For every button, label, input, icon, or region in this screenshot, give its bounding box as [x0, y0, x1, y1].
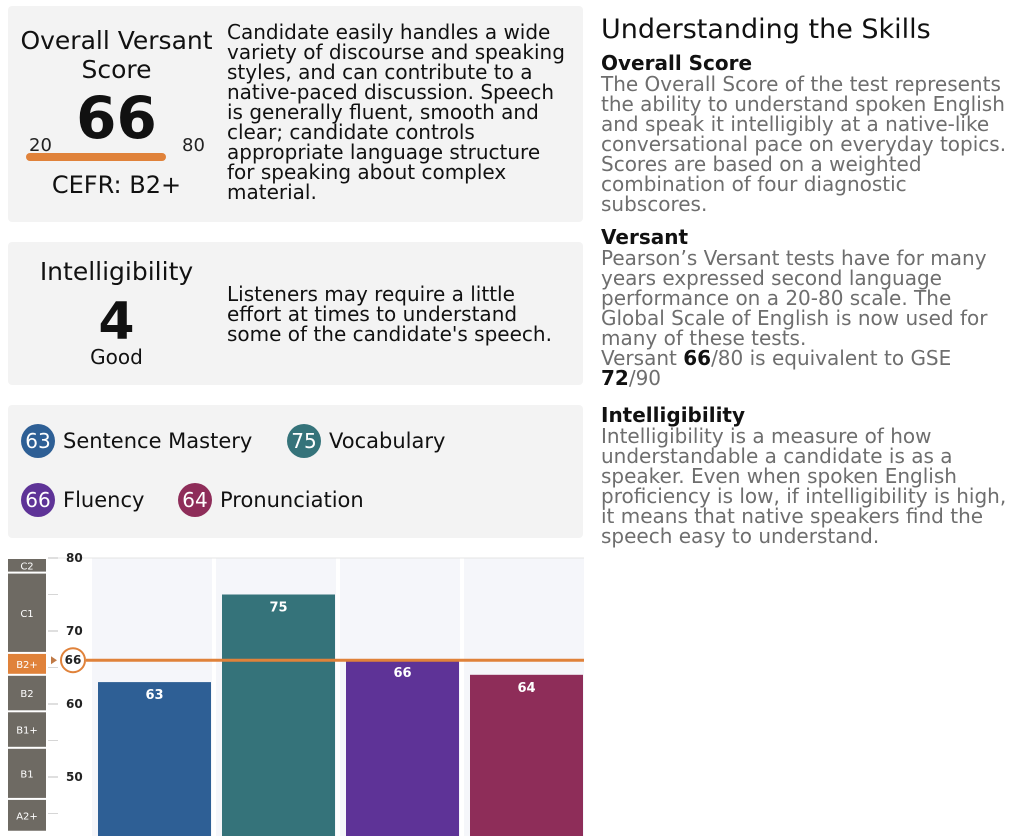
score-range-max: 80 [182, 135, 205, 156]
versant-heading: Versant [601, 225, 689, 249]
cefr-band [8, 653, 46, 674]
cefr-band [8, 712, 46, 747]
overall-score-description: Candidate easily handles a wide variety … [227, 20, 565, 204]
score-range-bar [26, 153, 166, 161]
reference-value-label: 66 [65, 653, 82, 667]
skill-name: Fluency [63, 488, 145, 512]
cefr-band-label: C1 [20, 609, 33, 620]
cefr-band [8, 675, 46, 711]
bar-value-label: 75 [269, 601, 287, 616]
subscore-bar-chart: C2 C1 B2+ B2 B1+ B1 A2+ 50 60 70 80 63 75 66 64 66 [8, 551, 584, 836]
y-tick-label: 70 [66, 624, 83, 638]
gse-equivalence: Versant 66/80 is equivalent to GSE 72/90 [601, 348, 1011, 388]
intelligibility-text: Intelligibility is a measure of how unde… [601, 424, 1007, 548]
skill-score-badge: 66 [21, 483, 55, 517]
versant-text: Pearson’s Versant tests have for many ye… [601, 246, 988, 350]
score-range-min: 20 [29, 135, 52, 156]
bar-value-label: 64 [517, 681, 535, 696]
overall-score-text: The Overall Score of the test represents… [601, 72, 1007, 216]
intelligibility-heading: Intelligibility [601, 403, 746, 427]
skill-name: Pronunciation [220, 488, 364, 512]
versant-section: Versant Pearson’s Versant tests have for… [601, 226, 1011, 348]
equiv-versant-score: 66 [683, 346, 712, 370]
cefr-band-label: B2+ [16, 660, 38, 671]
equiv-mid: /80 is equivalent to GSE [711, 346, 952, 370]
equiv-suffix: /90 [628, 366, 662, 390]
y-tick-label: 80 [66, 551, 83, 565]
equiv-gse-score: 72 [601, 366, 629, 390]
cefr-band-label: B1+ [16, 726, 38, 737]
reference-marker-circle [60, 647, 86, 674]
bar [346, 660, 459, 836]
overall-score-value: 66 [76, 84, 157, 152]
skill-score-badge: 64 [178, 483, 212, 517]
y-tick-label: 50 [66, 770, 83, 784]
intelligibility-section: Intelligibility Intelligibility is a mea… [601, 404, 1011, 546]
cefr-band-label: B1 [20, 769, 33, 780]
skill-score-badge: 63 [21, 424, 55, 458]
equiv-prefix: Versant [601, 346, 684, 370]
cefr-band [8, 559, 46, 572]
cefr-band-label: C2 [20, 561, 33, 572]
skill-name: Vocabulary [329, 429, 446, 453]
skill-sentence-mastery: 63 Sentence Mastery [21, 424, 252, 458]
skill-fluency: 66 Fluency [21, 483, 144, 517]
skill-score-badge: 75 [287, 424, 321, 458]
skill-pronunciation: 64 Pronunciation [178, 483, 364, 517]
cefr-level: CEFR: B2+ [51, 171, 182, 199]
bar-value-label: 63 [145, 688, 163, 703]
skill-vocabulary: 75 Vocabulary [287, 424, 445, 458]
intelligibility-description: Listeners may require a little effort at… [227, 282, 552, 346]
intelligibility-card: Intelligibility 4 Good Listeners may req… [8, 242, 583, 385]
reference-marker-arrow [51, 656, 57, 665]
bar [470, 674, 583, 836]
bar [98, 682, 211, 836]
intelligibility-label: Intelligibility [39, 257, 194, 286]
cefr-band [8, 573, 46, 652]
cefr-band [8, 748, 46, 798]
overall-score-label: Overall Versant Score [20, 26, 213, 84]
overall-score-card: Overall Versant Score 66 20 80 CEFR: B2+… [8, 6, 583, 222]
y-tick-label: 60 [66, 697, 83, 711]
explanation-title: Understanding the Skills [601, 14, 931, 45]
skill-name: Sentence Mastery [63, 429, 253, 453]
bar [222, 594, 335, 836]
skills-legend-card: 63 Sentence Mastery 75 Vocabulary 66 Flu… [8, 405, 583, 538]
intelligibility-score: 4 [98, 292, 135, 352]
intelligibility-level: Good [90, 345, 143, 369]
skills-explanation-panel: Understanding the Skills Overall Score T… [601, 14, 1011, 546]
cefr-band-label: A2+ [16, 811, 38, 822]
cefr-band-label: B2 [20, 689, 33, 700]
bar-value-label: 66 [393, 666, 411, 681]
overall-score-heading: Overall Score [601, 51, 753, 75]
cefr-band [8, 799, 46, 831]
overall-score-section: Overall Score The Overall Score of the t… [601, 52, 1011, 214]
